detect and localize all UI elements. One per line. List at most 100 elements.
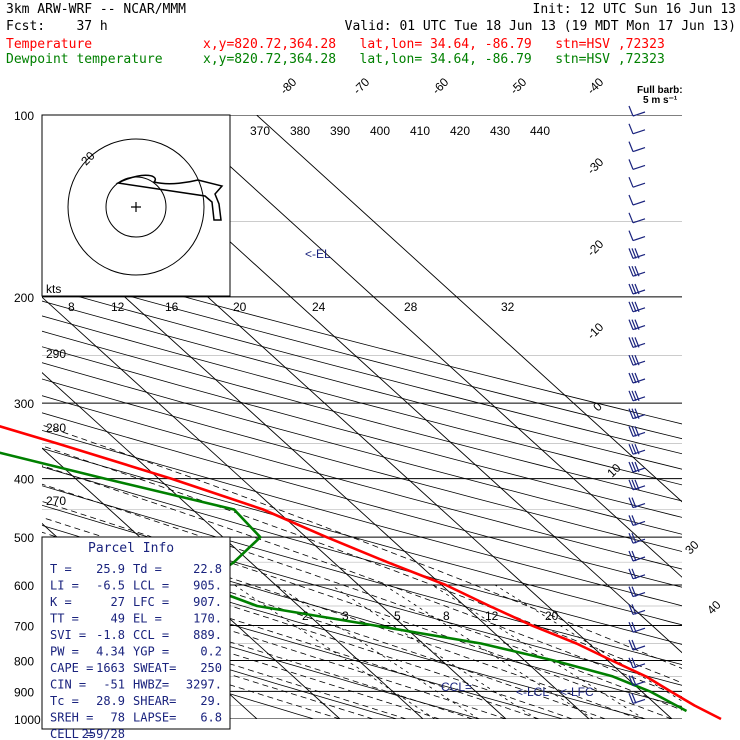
moist-adiabat-line	[42, 531, 606, 719]
wind-barb	[632, 147, 646, 153]
wind-barb-flag	[628, 265, 634, 277]
wind-barb-flag	[628, 586, 634, 597]
parcel-info-value: 3297.	[186, 678, 222, 692]
wind-barb-flag	[628, 675, 634, 686]
wind-barb-flag	[628, 248, 634, 259]
wind-barb	[632, 342, 646, 348]
wind-barb-flag	[628, 604, 634, 615]
wind-barb	[632, 307, 646, 313]
dry-adiabat-line	[42, 346, 682, 518]
dry-adiabat-line	[42, 412, 682, 588]
theta-label: 440	[530, 124, 550, 138]
wind-barb	[632, 698, 646, 704]
wind-barb-flag	[628, 461, 634, 473]
isotherm-line	[256, 115, 682, 503]
parcel-info-value: 905.	[193, 579, 222, 593]
wind-barb-flag	[634, 372, 640, 384]
isotherm-label: 40	[704, 598, 724, 618]
wind-barb	[632, 200, 646, 206]
wind-barb-flag	[631, 497, 637, 508]
wind-barb-flag	[631, 354, 637, 366]
parcel-info-value: LI =	[50, 579, 79, 593]
parcel-info-value: 25.9	[96, 562, 125, 576]
wind-barb	[632, 449, 646, 455]
mixing-ratio-line	[330, 584, 538, 719]
parcel-info-value: 259/28	[82, 727, 125, 740]
hodo-speed-label: 32	[501, 300, 515, 314]
wind-barb-flag	[634, 248, 640, 259]
hodo-speed-label: 12	[111, 300, 125, 314]
isotherm-line	[0, 115, 8, 719]
wind-barb-flag	[634, 426, 640, 437]
wind-barb-flag	[628, 426, 634, 437]
wind-barb-flag	[628, 176, 634, 188]
pressure-tick-label: 900	[14, 685, 34, 699]
wind-barb-flag	[634, 443, 640, 455]
wind-barb	[632, 574, 646, 580]
wind-barb-flag	[628, 497, 634, 508]
wind-barb	[632, 360, 646, 366]
theta-label: 410	[410, 124, 430, 138]
model-title: 3km ARW-WRF -- NCAR/MMM	[6, 2, 187, 17]
parcel-info-value: -6.5	[96, 579, 125, 593]
wind-barb-flag	[634, 479, 640, 491]
wind-barb	[632, 538, 646, 544]
parcel-info-value: 6.8	[200, 711, 222, 725]
theta-left-label: 270	[46, 494, 66, 508]
wind-barb-flag	[631, 408, 637, 419]
parcel-info-value: Td =	[133, 562, 162, 576]
wind-barb	[632, 111, 646, 117]
wind-barb-flag	[628, 194, 634, 206]
wind-barb-flag	[631, 283, 637, 295]
parcel-info-value: 78	[111, 711, 125, 725]
dry-adiabat-line	[42, 300, 682, 470]
wind-barb-flag	[631, 657, 637, 669]
theta-label: 370	[250, 124, 270, 138]
wind-barb	[632, 164, 646, 170]
wind-barb-flag	[628, 515, 634, 526]
parcel-info-value: CCL =	[133, 628, 169, 642]
dry-adiabat-line	[42, 271, 682, 440]
isotherm-label: -20	[584, 237, 606, 259]
temperature-trace	[0, 425, 722, 721]
moist-adiabat-line	[42, 483, 682, 711]
wind-barb	[632, 253, 646, 259]
moist-adiabat-line	[42, 465, 682, 698]
theta-left-label: 290	[46, 347, 66, 361]
wind-barb	[632, 556, 646, 562]
wind-barb	[632, 503, 646, 509]
level-marker: <-LCL	[516, 685, 549, 699]
wind-barb-flag	[628, 479, 634, 491]
wind-barb-flag	[631, 461, 637, 473]
parcel-info-value: LFC =	[133, 595, 169, 609]
wind-barb-flag	[634, 319, 640, 330]
parcel-info-value: -51	[103, 678, 125, 692]
wind-barb	[632, 485, 646, 491]
wind-barb-flag	[631, 532, 637, 544]
forecast-hour: Fcst: 37 h	[6, 19, 108, 34]
wind-barb-flag	[631, 301, 637, 313]
hodo-speed-label: 24	[312, 300, 326, 314]
dry-adiabat-line	[42, 315, 682, 486]
temperature-legend-label: Temperature	[6, 37, 93, 52]
isotherm-line	[42, 221, 590, 719]
pressure-tick-label: 600	[14, 579, 34, 593]
pressure-tick-label: 500	[14, 531, 34, 545]
parcel-info-value: 28.9	[96, 694, 125, 708]
wind-barb-flag	[628, 301, 634, 313]
mixing-ratio-label: 20	[545, 609, 559, 623]
isotherm-label: -30	[584, 155, 606, 177]
parcel-info-value: YGP =	[133, 645, 169, 659]
wind-legend-line1: Full barb:	[637, 85, 683, 96]
wind-barb-flag	[628, 141, 634, 152]
wind-barb	[632, 271, 646, 277]
wind-barb-flag	[631, 639, 637, 651]
wind-barb-flag	[631, 568, 637, 580]
dry-adiabat-line	[42, 257, 682, 425]
wind-barb-flag	[634, 337, 640, 348]
sounding-traces	[0, 425, 722, 721]
mixing-ratio-label: 2	[302, 609, 309, 623]
wind-barb	[632, 218, 646, 224]
parcel-info-value: CIN =	[50, 678, 86, 692]
parcel-info-value: CELL =	[50, 727, 93, 740]
